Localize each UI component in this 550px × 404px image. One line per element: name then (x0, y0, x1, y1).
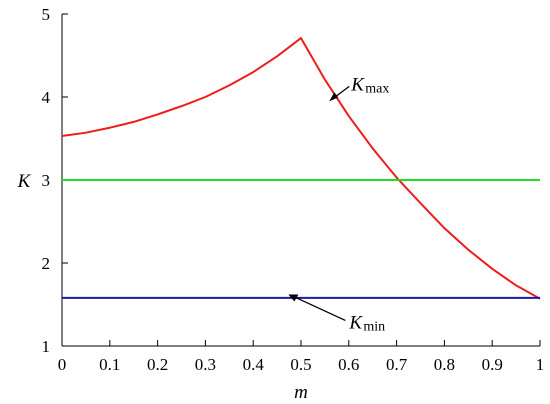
x-tick-label: 1 (536, 355, 545, 374)
tick-labels: 0 0.1 0.2 0.3 0.4 0.5 0.6 0.7 0.8 0.9 1 1 2 3 4 5 (42, 5, 545, 374)
y-tick-label: 4 (42, 88, 51, 107)
k-max-arrow-head (329, 92, 339, 102)
x-tick-label: 0.7 (386, 355, 408, 374)
x-tick-label: 0.4 (243, 355, 265, 374)
x-tick-label: 0.6 (338, 355, 359, 374)
y-axis-label: K (17, 171, 32, 192)
x-tick-label: 0.8 (434, 355, 455, 374)
y-tick-label: 1 (42, 337, 51, 356)
y-tick-label: 3 (42, 171, 51, 190)
x-tick-label: 0.3 (195, 355, 216, 374)
k-max-label: K (350, 74, 365, 95)
y-tick-label: 5 (42, 5, 51, 24)
x-axis-label: m (294, 382, 308, 403)
k-min-arrow-line (293, 295, 346, 322)
k-max-subscript: max (365, 81, 389, 96)
series-group (61, 37, 541, 300)
series-k-max-line (61, 37, 541, 300)
x-tick-label: 0.9 (482, 355, 503, 374)
k-min-label: K (348, 312, 363, 333)
x-tick-label: 0 (58, 355, 67, 374)
x-tick-label: 0.1 (99, 355, 120, 374)
k-min-subscript: min (363, 319, 385, 334)
x-tick-label: 0.2 (147, 355, 168, 374)
k-min-arrow-head (288, 294, 299, 302)
x-tick-label: 0.5 (290, 355, 311, 374)
y-tick-label: 2 (42, 254, 51, 273)
